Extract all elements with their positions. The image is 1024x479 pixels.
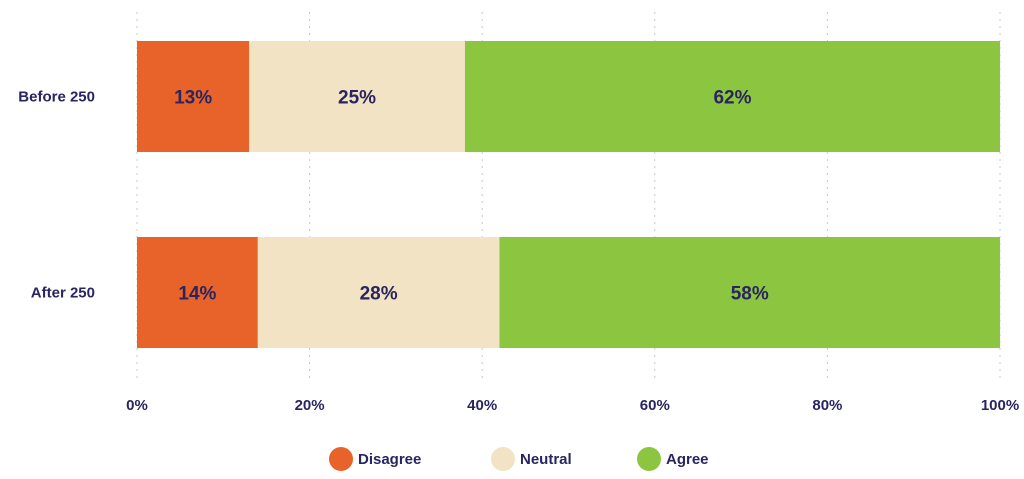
category-label: After 250 bbox=[31, 285, 95, 302]
data-label: 14% bbox=[178, 284, 216, 305]
bar-segment-disagree bbox=[137, 41, 250, 152]
bar-segment-neutral bbox=[257, 237, 500, 348]
x-tick-label: 0% bbox=[126, 397, 148, 414]
data-label: 28% bbox=[360, 284, 398, 305]
legend-swatch-neutral bbox=[491, 447, 515, 471]
legend-swatch-disagree bbox=[329, 447, 353, 471]
category-label: Before 250 bbox=[18, 89, 95, 106]
legend: Disagree Neutral Agree bbox=[329, 447, 709, 471]
data-label: 13% bbox=[174, 88, 212, 109]
bar-segment-agree bbox=[464, 41, 1000, 152]
x-tick-label: 60% bbox=[640, 397, 670, 414]
legend-label: Agree bbox=[666, 451, 709, 468]
bars bbox=[137, 41, 1000, 348]
legend-swatch-agree bbox=[637, 447, 661, 471]
data-label: 62% bbox=[713, 88, 751, 109]
data-labels: 13% 25% 62% 14% 28% 58% bbox=[174, 88, 769, 305]
x-axis-ticks: 0% 20% 40% 60% 80% 100% bbox=[126, 397, 1019, 414]
data-label: 58% bbox=[731, 284, 769, 305]
x-tick-label: 20% bbox=[295, 397, 325, 414]
x-tick-label: 100% bbox=[981, 397, 1019, 414]
bar-segment-neutral bbox=[249, 41, 465, 152]
grid-lines bbox=[136, 12, 1001, 378]
bar-segment-agree bbox=[499, 237, 1000, 348]
data-label: 25% bbox=[338, 88, 376, 109]
bar-segment-disagree bbox=[137, 237, 258, 348]
category-labels: Before 250 After 250 bbox=[18, 89, 95, 302]
x-tick-label: 80% bbox=[812, 397, 842, 414]
legend-label: Disagree bbox=[358, 451, 421, 468]
legend-label: Neutral bbox=[520, 451, 572, 468]
x-tick-label: 40% bbox=[467, 397, 497, 414]
